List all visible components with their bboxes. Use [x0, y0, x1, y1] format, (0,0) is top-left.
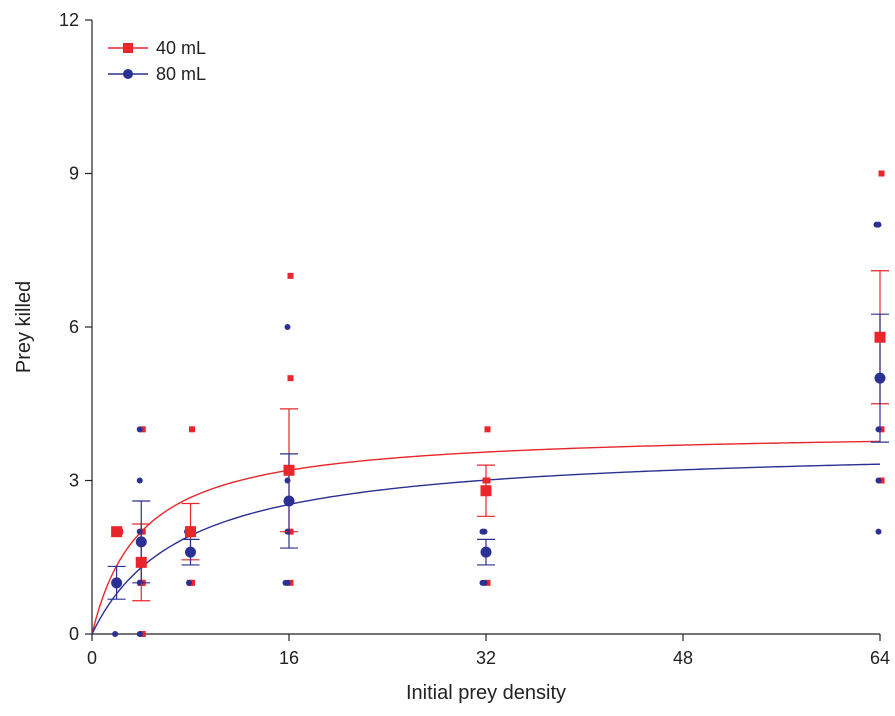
legend-label: 80 mL [156, 64, 206, 84]
y-axis-title: Prey killed [13, 281, 35, 373]
raw-point [479, 528, 486, 535]
raw-point [186, 579, 192, 586]
y-tick-label: 0 [69, 624, 79, 644]
mean-point [111, 577, 123, 589]
y-tick-label: 9 [69, 164, 79, 184]
x-tick-label: 0 [87, 648, 97, 668]
legend: 40 mL 80 mL [108, 38, 206, 84]
mean-point [480, 546, 492, 558]
x-tick-label: 64 [870, 648, 890, 668]
raw-point [873, 221, 880, 228]
error-bars [107, 270, 889, 602]
raw-points [112, 170, 885, 637]
mean-point [874, 372, 886, 384]
raw-point [287, 375, 294, 382]
raw-point [484, 426, 491, 433]
mean-point [283, 495, 295, 507]
raw-point [875, 477, 882, 484]
raw-point [284, 324, 291, 330]
y-tick-label: 6 [69, 317, 79, 337]
x-tick-label: 16 [279, 648, 299, 668]
x-axis-title: Initial prey density [406, 682, 566, 704]
x-tick-label: 48 [673, 648, 693, 668]
mean-point [185, 526, 196, 538]
raw-point [136, 528, 143, 535]
raw-point [136, 477, 143, 484]
mean-point [111, 526, 123, 538]
raw-point [189, 426, 195, 433]
mean-point [185, 546, 196, 558]
fit-curve [91, 440, 881, 635]
legend-label: 40 mL [156, 38, 206, 58]
ticks: 0 16 32 48 64 0 3 6 9 12 [59, 10, 890, 668]
mean-point [283, 464, 295, 476]
raw-point [875, 528, 882, 535]
raw-point [136, 631, 143, 637]
mean-point [135, 556, 147, 568]
mean-point [135, 536, 147, 548]
raw-point [136, 426, 143, 433]
mean-point [480, 485, 492, 497]
raw-point [479, 579, 486, 586]
raw-point [282, 579, 289, 586]
legend-marker [123, 69, 133, 79]
y-tick-label: 3 [69, 471, 79, 491]
y-tick-label: 12 [59, 10, 79, 30]
mean-point [874, 331, 886, 343]
x-tick-label: 32 [476, 648, 496, 668]
legend-marker [123, 43, 133, 53]
raw-point [112, 631, 119, 637]
mean-points [111, 331, 886, 589]
raw-point [287, 272, 294, 279]
raw-point [878, 170, 885, 177]
